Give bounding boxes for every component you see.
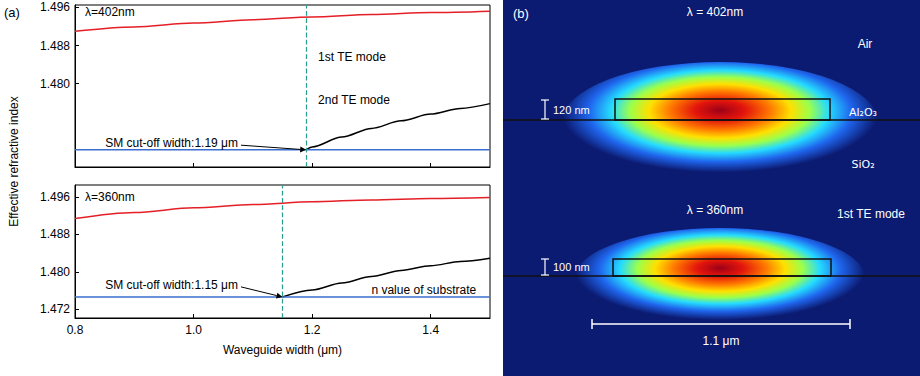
svg-text:SM cut-off width:1.15 μm: SM cut-off width:1.15 μm — [105, 278, 238, 292]
svg-text:SiO₂: SiO₂ — [851, 158, 874, 171]
svg-text:1.488: 1.488 — [40, 227, 70, 241]
svg-text:1.0: 1.0 — [185, 323, 202, 337]
svg-text:100 nm: 100 nm — [553, 261, 590, 273]
svg-text:1.496: 1.496 — [40, 0, 70, 14]
svg-text:λ=360nm: λ=360nm — [85, 190, 135, 204]
svg-text:λ=402nm: λ=402nm — [85, 5, 135, 19]
svg-text:(b): (b) — [513, 6, 529, 21]
svg-text:SM cut-off width:1.19 μm: SM cut-off width:1.19 μm — [105, 136, 238, 150]
svg-text:1.480: 1.480 — [40, 77, 70, 91]
svg-text:λ = 402nm: λ = 402nm — [687, 5, 743, 19]
svg-text:Waveguide width (μm): Waveguide width (μm) — [223, 343, 342, 357]
svg-text:1.496: 1.496 — [40, 190, 70, 204]
svg-text:(a): (a) — [4, 5, 20, 20]
svg-text:1st TE mode: 1st TE mode — [837, 207, 905, 221]
svg-text:Effective refractive index: Effective refractive index — [7, 96, 21, 227]
svg-text:n value of substrate: n value of substrate — [371, 283, 476, 297]
svg-text:1.472: 1.472 — [40, 302, 70, 316]
svg-text:1.480: 1.480 — [40, 265, 70, 279]
svg-text:1.2: 1.2 — [304, 323, 321, 337]
svg-text:λ = 360nm: λ = 360nm — [687, 203, 743, 217]
svg-text:1.4: 1.4 — [422, 323, 439, 337]
svg-text:120 nm: 120 nm — [553, 104, 590, 116]
svg-text:1.1 μm: 1.1 μm — [703, 334, 740, 348]
svg-text:1.488: 1.488 — [40, 39, 70, 53]
svg-text:Air: Air — [858, 37, 873, 51]
svg-text:2nd TE mode: 2nd TE mode — [318, 93, 390, 107]
svg-text:1st TE mode: 1st TE mode — [318, 50, 386, 64]
svg-text:Al₂O₃: Al₂O₃ — [849, 106, 877, 119]
svg-text:0.8: 0.8 — [67, 323, 84, 337]
